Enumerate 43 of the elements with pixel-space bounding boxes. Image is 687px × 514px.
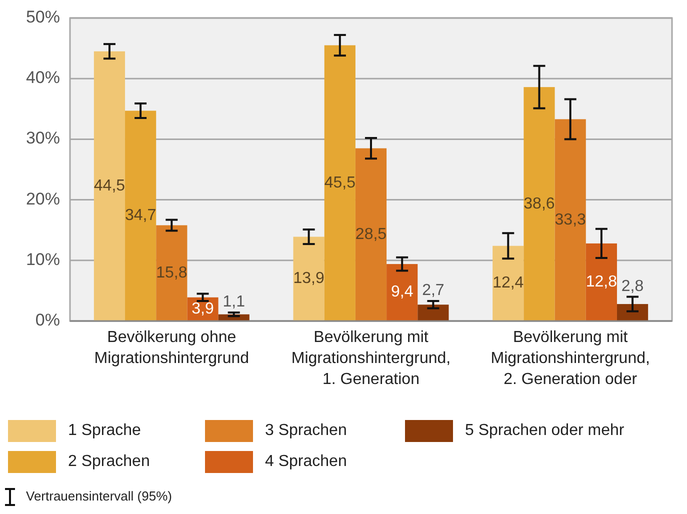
data-label: 3,9 (192, 300, 214, 318)
text: Vertrauensintervall (95%) (26, 488, 172, 504)
data-label: 28,5 (355, 226, 387, 243)
data-label: 15,8 (156, 264, 188, 282)
x-tick-label: Bevölkerung mit Migrationshintergrund, 2. Generation oder (490, 329, 650, 388)
y-tick-label: 20% (26, 189, 60, 208)
data-label: 12,8 (586, 273, 618, 290)
data-label: 33,3 (554, 211, 586, 228)
legend-label: 2 Sprachen (68, 453, 150, 470)
x-tick-label: Bevölkerung mit Migrationshintergrund, 1. Generation (291, 329, 451, 388)
y-tick-label: 0% (35, 310, 60, 330)
legend-label: 4 Sprachen (265, 453, 347, 470)
y-tick-label: 40% (26, 68, 60, 88)
legend-label: 1 Sprache (68, 422, 142, 440)
bar (94, 51, 126, 321)
x-tick-label: Bevölkerung ohne Migrationshintergrund (94, 329, 250, 367)
bar (156, 225, 188, 321)
y-tick-label: 50% (26, 7, 60, 26)
bar (324, 45, 356, 321)
bar (293, 236, 324, 321)
bar (616, 304, 648, 321)
legend-label: 5 Sprachen oder mehr (465, 422, 625, 440)
data-label: 44,5 (94, 177, 126, 194)
data-label: 2,7 (422, 282, 444, 299)
y-tick-label: 30% (26, 128, 60, 148)
bar (554, 119, 586, 321)
bar (524, 87, 555, 321)
bar (418, 304, 449, 321)
data-label: 9,4 (390, 284, 414, 301)
bar (125, 110, 156, 321)
bar (586, 243, 617, 321)
data-label: 45,5 (324, 174, 356, 192)
data-label: 38,6 (524, 195, 555, 212)
data-label: 34,7 (124, 207, 156, 224)
data-label: 13,9 (293, 270, 324, 288)
y-tick-label: 10% (26, 250, 60, 269)
bar (386, 264, 418, 321)
bar (355, 148, 387, 321)
data-label: 12,4 (492, 274, 524, 292)
data-label: 1,1 (222, 294, 246, 311)
bar (492, 246, 524, 321)
data-label: 2,8 (621, 278, 644, 295)
legend-label: 3 Sprachen (265, 422, 347, 440)
